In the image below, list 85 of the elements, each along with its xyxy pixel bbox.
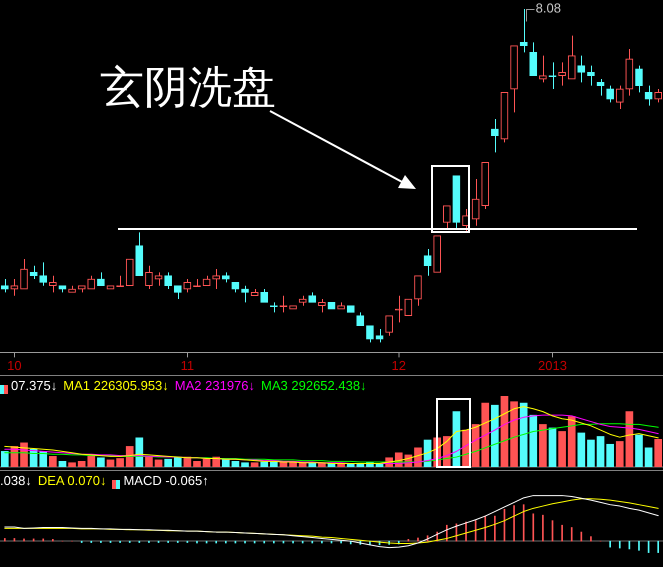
candlestick [241,285,249,303]
candlestick [587,65,595,86]
candlestick [78,285,86,293]
bar [548,428,556,467]
bar [212,456,220,467]
candlestick [500,92,508,143]
x-tick-label: 2013 [538,358,567,373]
x-tick-label: 11 [180,358,194,373]
annotation: 8.08 [536,0,561,16]
bar [635,434,643,467]
bar [654,438,662,467]
candlestick [212,268,220,290]
candlestick [394,295,403,323]
bar [49,456,57,467]
candlestick [558,62,566,86]
bar [626,411,634,467]
candlestick [30,265,38,280]
annotation: 玄阴洗盘 [100,62,276,114]
bar [558,431,566,467]
candlestick [596,78,604,96]
bar [260,462,268,467]
x-tick-label: 10 [7,358,22,373]
bar [250,462,258,467]
legend-label: MACD -0.065↑ [123,473,209,488]
candlestick [568,35,576,80]
candlestick [20,258,28,290]
text: MA2 231976↓ [174,378,256,393]
bar [529,414,538,467]
bar [174,457,182,467]
bar [539,424,547,467]
bar [68,462,76,467]
candlestick [250,288,258,296]
bar [241,462,249,467]
bar [78,460,86,467]
bar [491,404,499,467]
bar [520,402,528,467]
candlestick [520,8,528,53]
candlestick [376,328,384,343]
bar [232,460,240,467]
candlestick [318,298,326,313]
candlestick [529,42,538,76]
text: DEA 0.070↓ [38,473,106,488]
bar [193,460,201,467]
candlestick [635,65,643,93]
bar [202,458,210,467]
candlestick [472,178,480,226]
candlestick [385,315,393,336]
bar [164,458,172,467]
legend-label: 07.375↓ [11,378,58,393]
bar [106,460,114,467]
bar [58,460,66,467]
candlestick [626,48,634,96]
candlestick [366,325,374,343]
bar [568,416,576,467]
candlestick [481,162,490,210]
bar [577,432,586,467]
bar [87,456,96,467]
text: MA3 292652.438↓ [261,378,367,393]
candlestick [145,265,153,290]
bar [481,402,490,467]
x-tick-label: 12 [392,358,406,373]
bar [0,451,9,467]
candlestick [58,285,66,293]
bar [222,460,230,467]
bar [270,462,278,467]
candlestick [135,232,144,276]
bar [116,458,124,467]
candlestick [10,278,18,296]
candlestick [0,278,9,293]
candlestick [154,272,162,286]
candlestick [539,55,547,83]
candlestick [337,302,345,310]
candlestick [616,85,624,110]
bar [452,411,460,467]
bar [606,444,614,467]
bar [184,456,192,467]
bar [616,441,624,467]
bar [472,424,480,467]
candlestick [49,275,57,293]
text: .038↓ [0,473,32,488]
bar [644,448,652,467]
candlestick [510,45,518,113]
bar [97,457,105,467]
text: MA1 226305.953↓ [63,378,169,393]
candlestick [68,285,76,293]
